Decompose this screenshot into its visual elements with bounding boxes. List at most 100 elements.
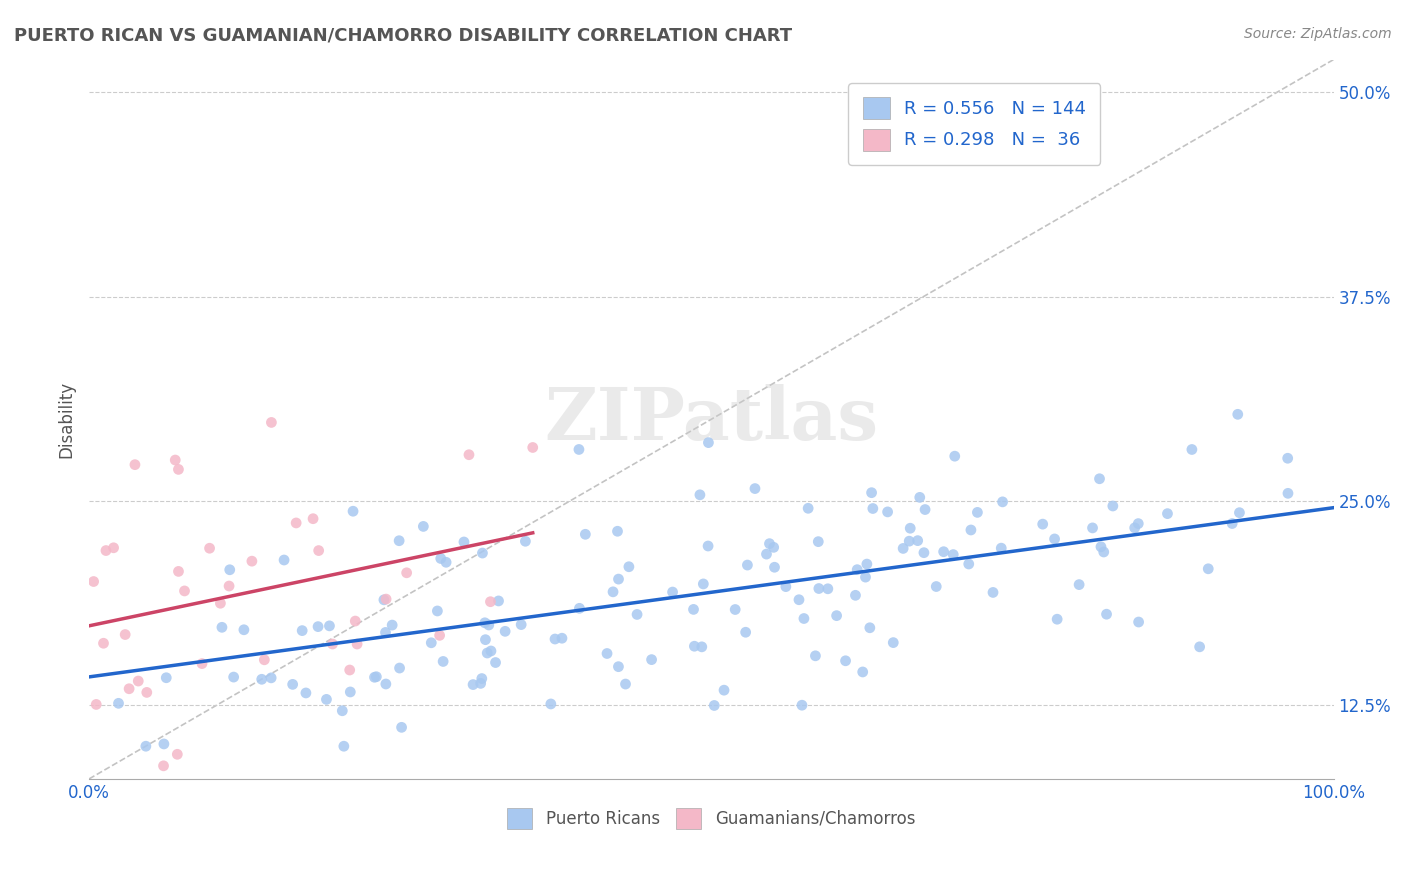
Point (308, 543, 330, 558)
Point (797, 501, 820, 516)
Point (84, 698, 107, 712)
Point (682, 602, 704, 616)
Point (135, 685, 157, 699)
Point (232, 623, 254, 637)
Point (93, 636, 115, 650)
Point (346, 637, 368, 651)
Point (395, 566, 418, 580)
Point (683, 639, 706, 653)
Point (429, 551, 451, 566)
Point (260, 416, 283, 430)
Point (1088, 472, 1111, 486)
Point (907, 533, 929, 548)
Text: PUERTO RICAN VS GUAMANIAN/CHAMORRO DISABILITY CORRELATION CHART: PUERTO RICAN VS GUAMANIAN/CHAMORRO DISAB… (14, 27, 792, 45)
Point (568, 442, 591, 457)
Point (1229, 506, 1251, 520)
Point (260, 671, 283, 685)
Point (478, 618, 501, 632)
Point (606, 524, 628, 539)
Point (291, 624, 314, 638)
Point (1032, 517, 1054, 532)
Point (330, 704, 353, 718)
Point (856, 557, 879, 571)
Point (540, 697, 562, 711)
Point (724, 602, 747, 616)
Point (391, 720, 413, 734)
Point (1043, 532, 1066, 546)
Point (1277, 451, 1299, 466)
Point (689, 488, 711, 502)
Point (960, 523, 983, 537)
Point (273, 553, 295, 567)
Point (135, 739, 157, 754)
Point (118, 681, 141, 696)
Point (804, 648, 827, 663)
Point (991, 495, 1014, 509)
Point (787, 592, 810, 607)
Point (817, 582, 839, 596)
Point (898, 521, 921, 535)
Point (860, 485, 883, 500)
Point (363, 670, 385, 684)
Point (281, 677, 304, 691)
Point (240, 554, 263, 568)
Point (697, 539, 720, 553)
Point (333, 739, 356, 754)
Point (914, 502, 936, 516)
Point (544, 632, 567, 646)
Point (388, 661, 411, 675)
Point (912, 546, 935, 560)
Point (167, 462, 190, 476)
Point (479, 644, 502, 658)
Point (1123, 521, 1146, 535)
Point (1095, 607, 1118, 622)
Point (103, 541, 125, 555)
Point (703, 698, 725, 713)
Point (1081, 521, 1104, 535)
Point (127, 674, 149, 689)
Point (1277, 486, 1299, 500)
Point (222, 670, 245, 684)
Point (285, 516, 308, 530)
Point (640, 652, 662, 666)
Point (568, 601, 591, 615)
Point (295, 686, 318, 700)
Point (932, 545, 955, 559)
Point (713, 683, 735, 698)
Point (855, 570, 877, 584)
Point (165, 453, 187, 467)
Point (209, 596, 232, 610)
Point (1197, 562, 1219, 576)
Point (1128, 516, 1150, 531)
Point (191, 657, 214, 671)
Point (429, 628, 451, 642)
Point (198, 541, 221, 556)
Point (607, 572, 630, 586)
Point (734, 625, 756, 640)
Point (834, 654, 856, 668)
Point (307, 619, 329, 633)
Point (607, 659, 630, 673)
Point (474, 632, 496, 647)
Point (1101, 499, 1123, 513)
Point (339, 663, 361, 677)
Point (173, 583, 195, 598)
Point (966, 505, 988, 519)
Point (891, 541, 914, 556)
Point (790, 698, 813, 713)
Point (990, 541, 1012, 556)
Point (250, 673, 273, 687)
Point (374, 625, 396, 640)
Point (1046, 612, 1069, 626)
Point (1220, 516, 1243, 531)
Point (218, 563, 240, 577)
Point (775, 580, 797, 594)
Point (453, 535, 475, 549)
Point (477, 646, 499, 660)
Point (510, 617, 533, 632)
Point (898, 534, 921, 549)
Point (315, 692, 337, 706)
Y-axis label: Disability: Disability (58, 381, 75, 458)
Point (737, 558, 759, 572)
Point (152, 759, 174, 773)
